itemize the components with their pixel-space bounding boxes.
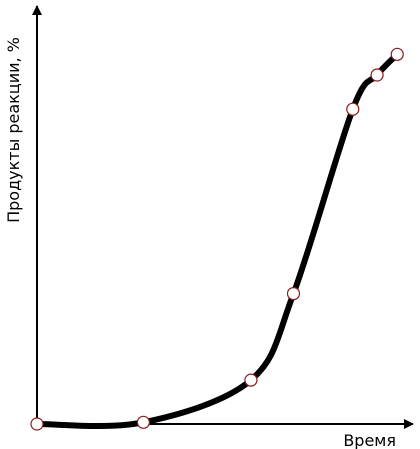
- data-point: [286, 287, 301, 301]
- data-point: [244, 373, 258, 387]
- data-point: [346, 102, 360, 116]
- data-point: [390, 47, 404, 61]
- data-point: [136, 415, 150, 429]
- data-point: [30, 417, 44, 431]
- x-axis-label: Время: [343, 431, 396, 449]
- series-line: [34, 51, 401, 429]
- marker-layer: [30, 47, 404, 431]
- y-axis-label: Продукты реакции, %: [4, 37, 23, 223]
- series-layer: [34, 51, 401, 429]
- data-point: [370, 68, 384, 82]
